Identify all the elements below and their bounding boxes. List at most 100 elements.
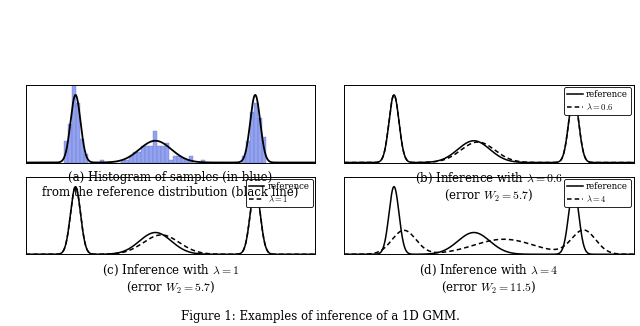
reference bbox=[621, 252, 629, 256]
Bar bbox=[64, 141, 68, 163]
$\lambda=0.6$ bbox=[355, 161, 363, 165]
Bar bbox=[185, 160, 189, 163]
Bar bbox=[100, 160, 104, 163]
reference bbox=[621, 252, 629, 256]
Bar bbox=[157, 146, 161, 163]
Bar bbox=[202, 160, 205, 163]
Legend: reference, $\lambda=1$: reference, $\lambda=1$ bbox=[246, 179, 312, 207]
$\lambda=4$ bbox=[621, 252, 629, 256]
Bar bbox=[76, 103, 80, 163]
reference bbox=[568, 188, 576, 192]
reference bbox=[621, 161, 629, 165]
reference bbox=[630, 252, 637, 256]
Line: $\lambda=1$: $\lambda=1$ bbox=[26, 187, 315, 254]
Line: reference: reference bbox=[344, 95, 634, 163]
reference bbox=[355, 161, 363, 165]
$\lambda=1$ bbox=[36, 252, 44, 256]
Bar bbox=[177, 156, 181, 163]
$\lambda=4$ bbox=[630, 252, 637, 256]
Bar bbox=[149, 146, 153, 163]
$\lambda=1$ bbox=[311, 252, 319, 256]
reference bbox=[303, 252, 310, 256]
$\lambda=0.6$ bbox=[481, 142, 489, 146]
$\lambda=0.6$ bbox=[568, 96, 576, 100]
$\lambda=4$ bbox=[621, 252, 629, 256]
Bar bbox=[141, 146, 145, 163]
Line: $\lambda=0.6$: $\lambda=0.6$ bbox=[344, 95, 634, 163]
$\lambda=0.6$ bbox=[474, 140, 481, 144]
$\lambda=4$ bbox=[474, 242, 481, 246]
$\lambda=0.6$ bbox=[621, 161, 629, 165]
Bar bbox=[80, 139, 84, 163]
$\lambda=1$ bbox=[250, 188, 257, 192]
reference bbox=[72, 185, 79, 189]
reference bbox=[355, 252, 363, 256]
reference bbox=[250, 188, 257, 192]
Bar bbox=[72, 84, 76, 163]
Bar bbox=[132, 152, 137, 163]
reference bbox=[474, 139, 481, 143]
Bar bbox=[181, 158, 185, 163]
Bar bbox=[125, 160, 129, 163]
Bar bbox=[246, 141, 250, 163]
reference bbox=[474, 231, 481, 235]
reference bbox=[481, 235, 489, 239]
reference bbox=[340, 252, 348, 256]
reference bbox=[568, 96, 576, 100]
reference bbox=[481, 143, 489, 147]
$\lambda=1$ bbox=[155, 233, 163, 237]
Text: (a) Histogram of samples (in blue)
from the reference distribution (black line): (a) Histogram of samples (in blue) from … bbox=[42, 171, 298, 199]
Text: (c) Inference with $\lambda = 1$
(error $W_2 = 5.7$): (c) Inference with $\lambda = 1$ (error … bbox=[102, 262, 239, 295]
$\lambda=4$ bbox=[481, 240, 489, 244]
$\lambda=0.6$ bbox=[340, 161, 348, 165]
Legend: reference, $\lambda=0.6$: reference, $\lambda=0.6$ bbox=[564, 87, 631, 115]
$\lambda=4$ bbox=[568, 236, 576, 240]
Bar bbox=[254, 103, 258, 163]
reference bbox=[163, 235, 170, 239]
Line: reference: reference bbox=[344, 187, 634, 254]
Bar bbox=[120, 160, 125, 163]
reference bbox=[303, 252, 310, 256]
Text: Figure 1: Examples of inference of a 1D GMM.: Figure 1: Examples of inference of a 1D … bbox=[180, 310, 460, 323]
Bar bbox=[161, 146, 165, 163]
reference bbox=[311, 252, 319, 256]
$\lambda=0.6$ bbox=[630, 161, 637, 165]
Bar bbox=[165, 143, 169, 163]
Bar bbox=[262, 137, 266, 163]
Bar bbox=[173, 156, 177, 163]
Bar bbox=[153, 131, 157, 163]
$\lambda=1$ bbox=[22, 252, 29, 256]
reference bbox=[390, 185, 398, 189]
reference bbox=[36, 252, 44, 256]
Bar bbox=[258, 118, 262, 163]
Bar bbox=[242, 156, 246, 163]
Bar bbox=[129, 156, 132, 163]
Line: reference: reference bbox=[26, 187, 315, 254]
Bar bbox=[189, 156, 193, 163]
$\lambda=1$ bbox=[163, 234, 170, 238]
$\lambda=4$ bbox=[340, 252, 348, 256]
Line: $\lambda=4$: $\lambda=4$ bbox=[344, 230, 634, 254]
Bar bbox=[145, 146, 149, 163]
Bar bbox=[137, 152, 141, 163]
reference bbox=[155, 231, 163, 235]
reference bbox=[390, 93, 398, 97]
reference bbox=[621, 161, 629, 165]
$\lambda=0.6$ bbox=[390, 93, 398, 97]
Text: (b) Inference with $\lambda = 0.6$
(error $W_2 = 5.7$): (b) Inference with $\lambda = 0.6$ (erro… bbox=[415, 171, 563, 203]
$\lambda=1$ bbox=[303, 252, 310, 256]
Bar bbox=[84, 154, 88, 163]
Bar bbox=[169, 160, 173, 163]
$\lambda=1$ bbox=[72, 185, 79, 189]
$\lambda=0.6$ bbox=[621, 161, 629, 165]
Bar bbox=[250, 112, 254, 163]
reference bbox=[340, 161, 348, 165]
reference bbox=[630, 161, 637, 165]
$\lambda=4$ bbox=[580, 228, 588, 232]
Bar bbox=[68, 125, 72, 163]
$\lambda=1$ bbox=[303, 252, 310, 256]
reference bbox=[22, 252, 29, 256]
$\lambda=4$ bbox=[355, 252, 363, 256]
Text: (d) Inference with $\lambda = 4$
(error $W_2 = 11.5$): (d) Inference with $\lambda = 4$ (error … bbox=[419, 262, 558, 295]
Legend: reference, $\lambda=4$: reference, $\lambda=4$ bbox=[564, 179, 631, 207]
